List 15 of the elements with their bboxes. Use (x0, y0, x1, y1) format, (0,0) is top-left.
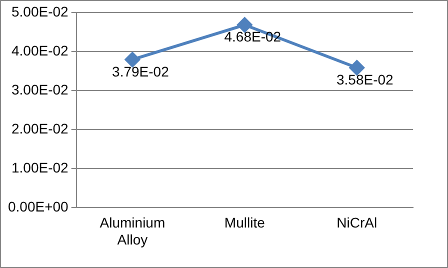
data-label: 4.68E-02 (224, 28, 282, 45)
y-tick-label: 5.00E-02 (12, 3, 69, 20)
y-tick-label: 4.00E-02 (12, 42, 69, 58)
x-tick-label: Aluminium Alloy (100, 214, 166, 248)
x-tick-label: NiCrAl (336, 214, 378, 231)
y-tick-label: 3.00E-02 (12, 81, 69, 98)
point (349, 60, 364, 76)
data-label: 3.79E-02 (112, 63, 170, 80)
y-tick-label: 1.00E-02 (12, 159, 69, 176)
point (237, 17, 252, 32)
x-tick-label: Mullite (224, 214, 266, 231)
point (124, 52, 140, 68)
y-tick-label: 2.00E-02 (12, 120, 69, 136)
y-tick-label: 0.00E+00 (8, 198, 69, 214)
data-label: 3.58E-02 (336, 72, 394, 88)
